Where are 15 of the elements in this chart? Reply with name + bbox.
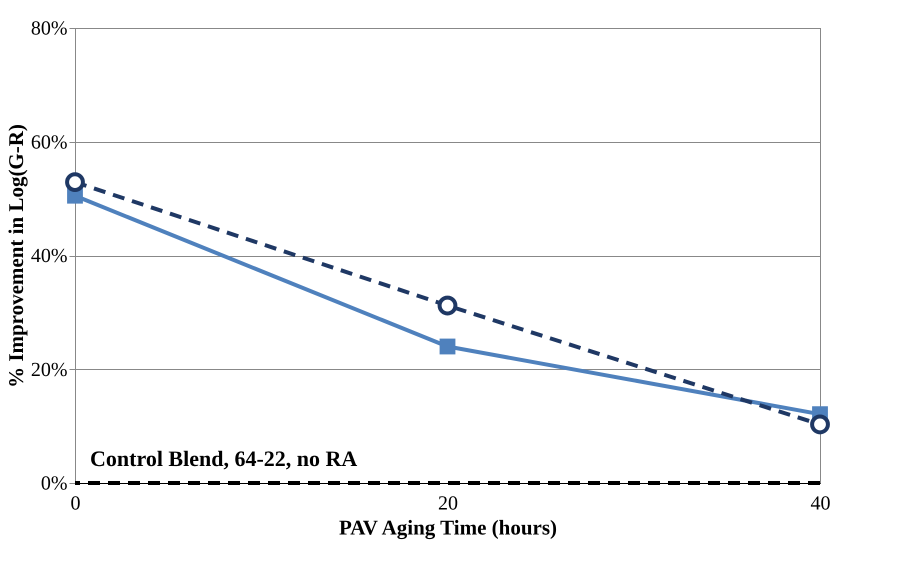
x-tick-label: 40 <box>810 492 830 514</box>
point <box>440 338 456 354</box>
x-axis-title: PAV Aging Time (hours) <box>338 516 558 540</box>
point <box>65 172 85 192</box>
y-tick-label: 60% <box>30 131 68 154</box>
y-axis-title: % Improvement in Log(G-R) <box>4 124 28 388</box>
y-tick-label: 0% <box>40 472 68 494</box>
x-tick-label: 20 <box>438 492 458 514</box>
y-tick-label: 40% <box>30 245 68 267</box>
x-tick-label: 0 <box>70 492 80 514</box>
ref-line-label: Control Blend, 64-22, no RA <box>90 446 358 471</box>
y-tick-label: 20% <box>30 358 68 381</box>
point <box>438 296 458 316</box>
point <box>810 414 830 434</box>
y-tick-label: 80% <box>30 18 68 40</box>
